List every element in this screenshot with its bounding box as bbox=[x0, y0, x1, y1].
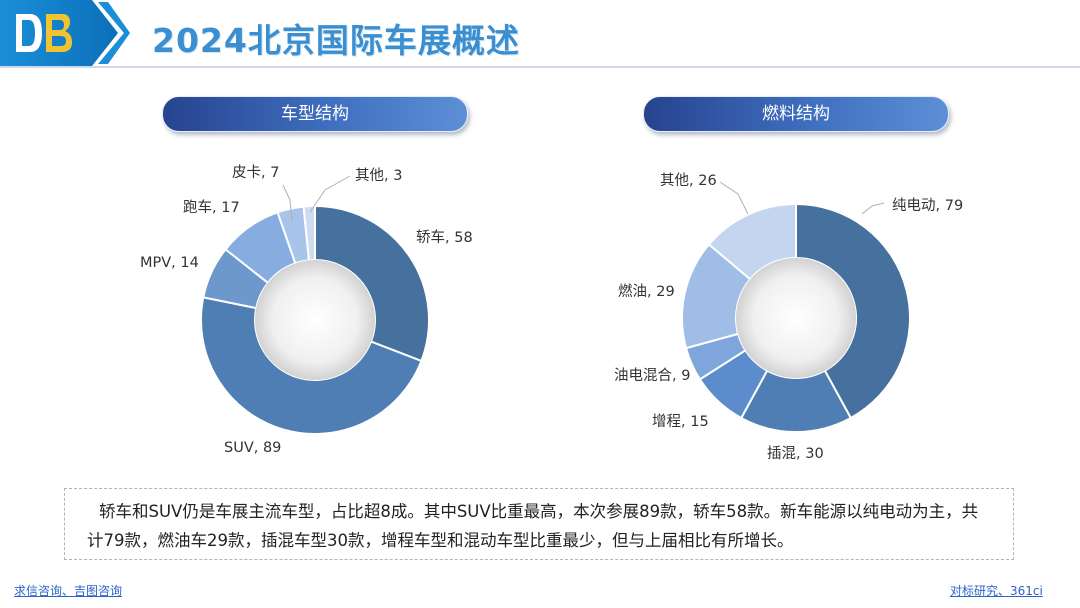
slice-label: 其他, 26 bbox=[660, 172, 717, 189]
slice-label: SUV, 89 bbox=[224, 440, 281, 456]
fuel-type-donut: 纯电动, 79 插混, 30 增程, 15 油电混合, 9 燃油, 29 其他, 26 bbox=[614, 172, 963, 462]
slice-label: 皮卡, 7 bbox=[232, 164, 279, 181]
slice-label: 纯电动, 79 bbox=[892, 197, 963, 214]
donut-hole bbox=[736, 258, 856, 378]
slice-label: 增程, 15 bbox=[652, 413, 709, 430]
logo bbox=[0, 0, 130, 66]
chart-title-fuel-type: 燃料结构 bbox=[643, 96, 949, 132]
slice-label: 跑车, 17 bbox=[183, 199, 240, 216]
leader-line bbox=[719, 181, 749, 215]
leader-line bbox=[282, 184, 293, 223]
slice-label: 轿车, 58 bbox=[416, 229, 473, 246]
leader-line bbox=[861, 202, 885, 215]
header-divider bbox=[0, 66, 1080, 68]
slice-label: 燃油, 29 bbox=[618, 282, 675, 300]
footer-right-link[interactable]: 对标研究、361ci bbox=[950, 584, 1043, 598]
vehicle-type-donut: 轿车, 58 SUV, 89 MPV, 14 跑车, 17 皮卡, 7 其他, 3 bbox=[140, 164, 473, 456]
donut-hole bbox=[255, 260, 375, 380]
slice-label: 其他, 3 bbox=[355, 167, 402, 184]
leader-line bbox=[309, 175, 351, 213]
slice-label: 插混, 30 bbox=[767, 445, 824, 462]
header: 2024北京国际车展概述 bbox=[0, 0, 1080, 70]
page-title: 2024北京国际车展概述 bbox=[152, 21, 520, 60]
slice-label: MPV, 14 bbox=[140, 255, 199, 271]
footer-left-link[interactable]: 求信咨询、吉图咨询 bbox=[14, 584, 123, 598]
summary-text: 轿车和SUV仍是车展主流车型，占比超8成。其中SUV比重最高，本次参展89款，轿… bbox=[64, 488, 1014, 560]
chart-title-vehicle-type: 车型结构 bbox=[162, 96, 468, 132]
slice-label: 油电混合, 9 bbox=[614, 367, 690, 384]
